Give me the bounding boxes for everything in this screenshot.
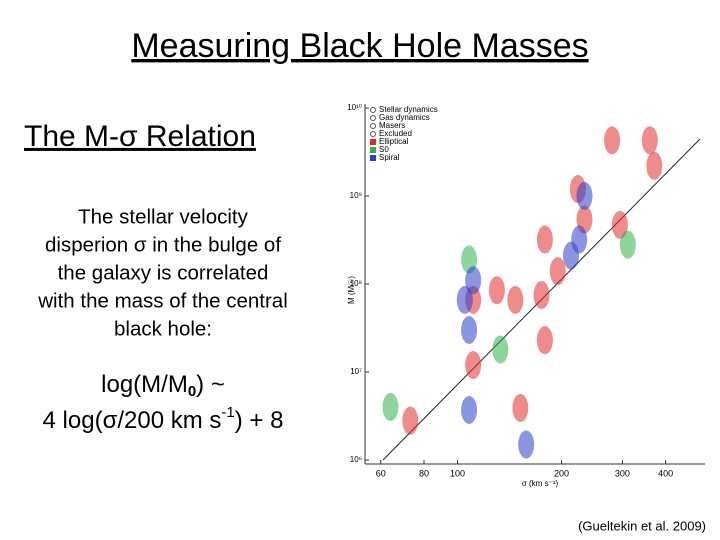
data-point (619, 230, 636, 259)
data-point (488, 276, 505, 305)
legend-label: Stellar dynamics (379, 105, 438, 114)
data-point (456, 285, 473, 314)
y-axis-label: M (M☉) (347, 276, 356, 304)
data-point (576, 182, 593, 210)
data-point (465, 351, 482, 380)
legend-symbol (370, 131, 376, 137)
y-tick-label: 10¹⁰ (347, 103, 362, 112)
data-point (604, 126, 621, 155)
body-line: The stellar velocity (78, 205, 249, 228)
data-point (461, 395, 478, 424)
data-point (549, 257, 566, 286)
x-tick-label: 100 (450, 468, 465, 478)
body-line: with the mass of the central (37, 289, 288, 312)
eq-sup: -1 (221, 404, 234, 421)
legend-label: Excluded (379, 129, 412, 138)
legend-label: Masers (379, 121, 405, 130)
data-point (518, 430, 535, 459)
x-tick-label: 60 (376, 468, 386, 478)
legend-label: S0 (379, 145, 389, 154)
x-tick-label: 80 (419, 468, 429, 478)
data-point (382, 393, 399, 422)
data-point (465, 266, 482, 295)
body-line: black hole: (114, 317, 212, 340)
legend-label: Gas dynamics (379, 113, 430, 122)
equation-line: 4 log(σ/200 km s-1) + 8 (43, 404, 284, 434)
body-text: The stellar velocity disperion σ in the b… (37, 205, 288, 340)
eq-sub: 0 (188, 383, 196, 400)
body-line: disperion σ in the bulge of (45, 233, 281, 256)
data-point (402, 406, 419, 435)
legend-swatch (370, 147, 376, 153)
y-tick-label: 10⁶ (350, 455, 362, 464)
data-point (461, 316, 478, 345)
x-tick-label: 200 (554, 468, 569, 478)
data-point (536, 326, 553, 355)
legend-swatch (370, 139, 376, 145)
legend-label: Spiral (379, 153, 400, 162)
subtitle: The M-σ Relation (24, 120, 256, 153)
legend-symbol (370, 115, 376, 121)
data-point (563, 241, 580, 270)
y-tick-label: 10⁷ (350, 367, 362, 376)
data-point (492, 335, 509, 364)
eq-tail: ) ~ (196, 371, 225, 398)
data-point (641, 126, 658, 155)
eq-tail: ) + 8 (235, 407, 284, 434)
y-tick-label: 10⁸ (350, 279, 362, 288)
slide-title: Measuring Black Hole Masses (131, 27, 588, 65)
legend-symbol (370, 123, 376, 129)
data-point (533, 280, 550, 309)
eq-text: 4 log(σ/200 km s (43, 407, 222, 434)
x-tick-label: 300 (615, 468, 630, 478)
legend-swatch (370, 155, 376, 161)
eq-text: log(M/M (101, 371, 188, 398)
data-point (536, 225, 553, 254)
legend-symbol (370, 107, 376, 113)
x-tick-label: 400 (658, 468, 673, 478)
citation: (Gueltekin et al. 2009) (578, 518, 706, 533)
legend-label: Elliptical (379, 137, 409, 146)
data-point (646, 151, 663, 180)
body-line: the galaxy is correlated (58, 261, 269, 284)
equation-line: log(M/M0) ~ (101, 371, 225, 400)
x-axis-label: σ (km s⁻¹) (522, 479, 559, 488)
y-tick-label: 10⁹ (350, 191, 362, 200)
data-point (611, 210, 628, 239)
chart: 60 80 100 200 300 400 10⁶ 10⁷ 10⁸ 10⁹ 10¹⁰ σ (km s⁻… (347, 103, 705, 488)
data-point (507, 285, 524, 314)
data-point (512, 393, 529, 422)
